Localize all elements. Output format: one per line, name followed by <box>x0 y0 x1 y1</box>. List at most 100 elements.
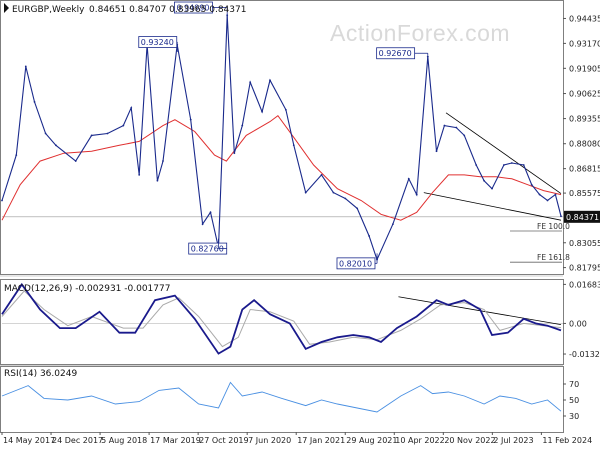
x-tick-label: 10 Apr 2022 <box>395 436 444 445</box>
x-tick-label: 7 Jun 2020 <box>248 436 291 445</box>
annotation-label: 0.93240 <box>141 38 174 47</box>
y-tick-label: 30 <box>569 412 579 421</box>
rsi-series <box>1 381 562 413</box>
price-point <box>344 197 347 200</box>
x-tick-label: 14 May 2017 <box>3 436 55 445</box>
price-line <box>1 15 562 262</box>
price-point <box>261 110 263 113</box>
y-tick-label: 0.81795 <box>569 264 600 273</box>
y-tick-label: 0.83055 <box>569 239 600 248</box>
annotation-label: 0.92670 <box>379 49 412 58</box>
price-point <box>435 150 438 153</box>
fe-level-label: FE 161.8 <box>537 253 570 262</box>
x-tick-label: 11 Feb 2024 <box>542 436 592 445</box>
price-levels: FE 100.0 FE 161.8 <box>2 216 570 263</box>
price-point <box>189 118 192 121</box>
price-point <box>546 199 549 202</box>
price-point <box>284 108 287 111</box>
price-point <box>455 126 458 129</box>
price-point <box>463 134 466 137</box>
price-point <box>522 164 525 166</box>
annotation-label: 0.82760 <box>191 245 224 254</box>
sma-line <box>1 114 562 221</box>
price-point <box>233 152 236 155</box>
price-point <box>292 144 295 147</box>
y-tick-label: 0.016838 <box>569 280 600 289</box>
lower-trendline <box>423 192 562 221</box>
main-y-axis: 0.94435 0.93170 0.91905 0.90625 0.89355 0.880… <box>563 14 600 273</box>
ohlc-header: 0.84651 0.84707 0.83965 0.84371 <box>89 5 246 15</box>
x-tick-label: 5 Aug 2018 <box>101 436 147 445</box>
price-point <box>90 134 93 137</box>
price-point <box>475 164 478 166</box>
rsi-line <box>1 381 562 413</box>
price-point <box>44 132 47 135</box>
macd-y-axis: 0.016838 0.00 -0.0132 <box>2 280 600 359</box>
price-point <box>368 235 371 237</box>
x-tick-label: 17 Mar 2019 <box>150 436 201 445</box>
price-point <box>483 179 485 182</box>
x-tick-label: 29 Aug 2021 <box>346 436 397 445</box>
price-point <box>269 79 271 82</box>
symbol-header: EURGBP,Weekly <box>12 5 85 15</box>
price-point <box>1 199 3 202</box>
current-price-label: 0.84371 <box>566 213 599 222</box>
price-point <box>74 160 77 162</box>
price-point <box>162 160 164 162</box>
price-point <box>415 193 418 196</box>
price-point <box>407 177 410 180</box>
price-point <box>491 187 493 190</box>
annotation-label: 0.82010 <box>339 259 372 268</box>
symbol-arrow-icon <box>4 3 9 13</box>
y-tick-label: 0.91905 <box>569 64 600 73</box>
y-tick-label: -0.0132 <box>569 350 600 359</box>
price-point <box>530 183 533 186</box>
price-point <box>122 124 125 127</box>
y-tick-label: 0.00 <box>569 319 587 328</box>
price-point <box>554 193 557 196</box>
price-point <box>55 144 57 147</box>
y-tick-label: 70 <box>569 380 579 389</box>
price-point <box>332 191 335 194</box>
macd-line <box>1 282 562 355</box>
x-tick-label: 24 Dec 2017 <box>52 436 103 445</box>
price-annotations: 0.93240 0.94990 0.82760 0.92670 0.82010 <box>138 1 429 270</box>
price-point <box>241 124 244 127</box>
price-point <box>249 81 252 84</box>
rsi-header: RSI(14) 36.0249 <box>4 369 77 379</box>
macd-header: MACD(12,26,9) -0.002931 -0.001777 <box>4 284 170 294</box>
y-tick-label: 0.86815 <box>569 165 600 174</box>
x-tick-label: 17 Jan 2021 <box>297 436 345 445</box>
price-point <box>392 223 394 226</box>
x-tick-label: 2 Jul 2023 <box>493 436 533 445</box>
price-point <box>510 162 513 164</box>
price-point <box>130 106 133 109</box>
y-tick-label: 0.88080 <box>569 140 600 149</box>
panel-headers: EURGBP,Weekly 0.84651 0.84707 0.83965 0.… <box>4 3 246 379</box>
price-point <box>33 101 36 103</box>
price-point <box>356 207 359 210</box>
macd-series <box>1 282 562 355</box>
current-price-box <box>564 210 600 223</box>
y-tick-label: 50 <box>569 396 579 405</box>
price-point <box>15 154 18 157</box>
price-point <box>138 173 141 176</box>
price-point <box>209 211 212 214</box>
price-point <box>443 124 446 127</box>
price-point <box>560 215 562 218</box>
price-point <box>106 132 109 135</box>
price-point <box>320 173 323 176</box>
price-point <box>24 65 27 68</box>
fe-level-label: FE 100.0 <box>537 222 570 231</box>
panel-separators <box>0 275 563 366</box>
x-tick-label: 27 Oct 2019 <box>199 436 248 445</box>
y-tick-label: 0.93170 <box>569 39 600 48</box>
y-tick-label: 0.90625 <box>569 90 600 99</box>
y-tick-label: 0.89355 <box>569 115 600 124</box>
macd-panel-frame <box>0 279 564 365</box>
annotation-label: 0.94990 <box>176 4 209 13</box>
main-series <box>1 14 562 262</box>
